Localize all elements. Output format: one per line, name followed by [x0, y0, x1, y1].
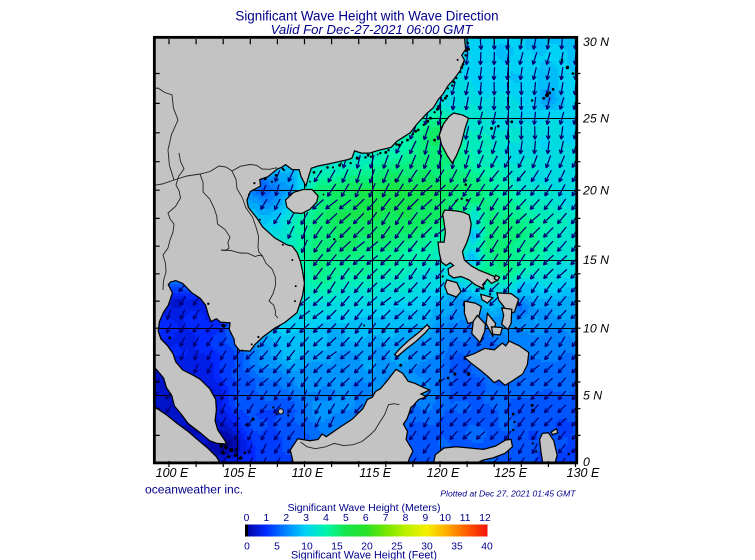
svg-text:2: 2 — [283, 513, 289, 524]
svg-text:125 E: 125 E — [494, 466, 527, 480]
svg-text:20 N: 20 N — [582, 183, 609, 197]
svg-text:20: 20 — [361, 542, 373, 553]
svg-text:120 E: 120 E — [427, 466, 460, 480]
svg-text:105 E: 105 E — [223, 466, 256, 480]
svg-text:11: 11 — [460, 513, 471, 524]
svg-text:30 N: 30 N — [583, 35, 609, 49]
svg-text:Significant Wave Height with W: Significant Wave Height with Wave Direct… — [235, 8, 498, 23]
svg-text:10 N: 10 N — [583, 321, 609, 335]
svg-text:130 E: 130 E — [567, 466, 600, 480]
svg-text:3: 3 — [303, 513, 309, 524]
svg-text:40: 40 — [481, 542, 493, 553]
svg-text:30: 30 — [421, 542, 433, 553]
svg-text:15: 15 — [331, 542, 343, 553]
svg-text:25: 25 — [391, 542, 403, 553]
svg-text:5: 5 — [274, 542, 280, 553]
svg-text:0: 0 — [244, 542, 250, 553]
svg-text:Plotted at Dec 27, 2021 01:45: Plotted at Dec 27, 2021 01:45 GMT — [440, 489, 576, 499]
svg-text:0: 0 — [583, 455, 590, 469]
svg-text:Significant Wave Height (Meter: Significant Wave Height (Meters) — [287, 502, 440, 514]
svg-text:115 E: 115 E — [359, 466, 391, 480]
svg-text:4: 4 — [323, 513, 329, 524]
svg-text:10: 10 — [440, 513, 452, 524]
svg-text:8: 8 — [403, 513, 409, 524]
svg-text:Valid For Dec-27-2021 06:00 GM: Valid For Dec-27-2021 06:00 GMT — [271, 22, 474, 37]
svg-text:7: 7 — [383, 513, 389, 524]
svg-text:1: 1 — [264, 513, 270, 524]
svg-text:5: 5 — [343, 513, 349, 524]
svg-text:110 E: 110 E — [292, 466, 324, 480]
svg-text:6: 6 — [363, 513, 369, 524]
svg-text:Significant Wave Height (Feet): Significant Wave Height (Feet) — [291, 550, 437, 560]
svg-text:25 N: 25 N — [582, 111, 609, 125]
svg-text:oceanweather inc.: oceanweather inc. — [145, 483, 243, 497]
svg-text:12: 12 — [479, 513, 491, 524]
svg-text:35: 35 — [451, 542, 463, 553]
svg-text:0: 0 — [244, 513, 250, 524]
svg-text:5 N: 5 N — [583, 389, 602, 403]
svg-text:15 N: 15 N — [583, 253, 609, 267]
svg-text:9: 9 — [423, 513, 429, 524]
svg-text:100 E: 100 E — [156, 466, 189, 480]
svg-text:10: 10 — [301, 542, 313, 553]
